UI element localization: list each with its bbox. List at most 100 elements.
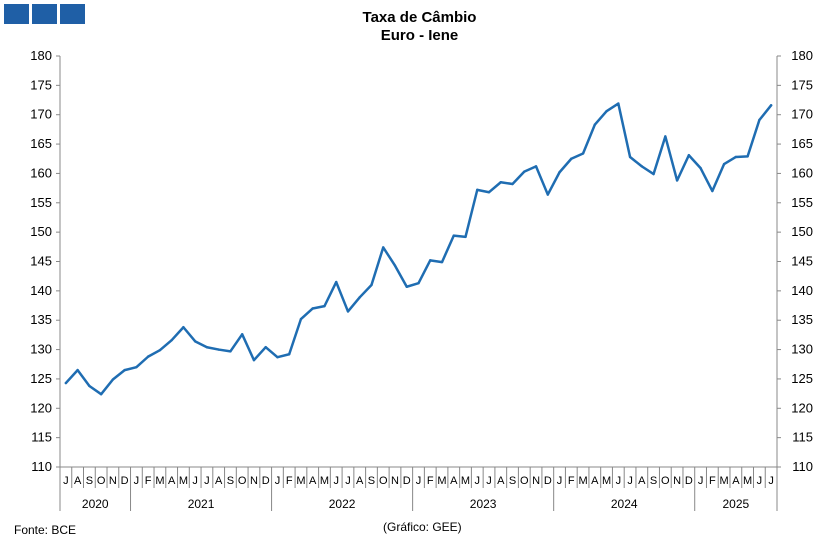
data-point bbox=[76, 368, 79, 372]
data-point bbox=[99, 392, 103, 396]
y-tick-label-left: 165 bbox=[30, 136, 52, 151]
x-month-label: J bbox=[698, 475, 704, 487]
bce-logo-icon bbox=[4, 4, 85, 24]
x-month-label: N bbox=[532, 475, 540, 487]
x-month-label: O bbox=[97, 475, 106, 487]
data-point bbox=[111, 378, 115, 381]
data-point bbox=[88, 384, 91, 388]
y-tick-label-left: 110 bbox=[31, 459, 52, 474]
source-note: Fonte: BCE bbox=[14, 523, 77, 537]
data-point bbox=[252, 358, 256, 362]
y-tick-label-left: 120 bbox=[30, 400, 52, 415]
x-year-label: 2023 bbox=[470, 497, 497, 511]
data-point bbox=[452, 234, 455, 237]
x-month-label: A bbox=[74, 475, 82, 487]
x-year-label: 2025 bbox=[723, 497, 750, 511]
data-point bbox=[193, 340, 197, 343]
x-month-label: J bbox=[557, 475, 563, 487]
x-month-label: A bbox=[356, 475, 364, 487]
data-point bbox=[358, 296, 361, 299]
x-month-label: A bbox=[732, 475, 740, 487]
logo-square bbox=[32, 4, 57, 24]
x-month-label: D bbox=[403, 475, 411, 487]
x-month-label: S bbox=[650, 475, 657, 487]
y-tick-label-right: 160 bbox=[791, 165, 813, 180]
x-month-label: J bbox=[63, 475, 69, 487]
x-month-label: N bbox=[391, 475, 399, 487]
x-month-label: J bbox=[416, 475, 422, 487]
x-month-label: M bbox=[155, 475, 164, 487]
y-tick-label-left: 115 bbox=[31, 430, 52, 445]
y-tick-label-left: 135 bbox=[30, 312, 52, 327]
y-tick-label-right: 170 bbox=[791, 107, 813, 122]
x-month-label: M bbox=[602, 475, 611, 487]
data-point bbox=[675, 179, 679, 182]
data-point bbox=[546, 193, 549, 196]
data-point bbox=[182, 326, 185, 329]
y-tick-label-left: 125 bbox=[30, 371, 52, 386]
x-month-label: A bbox=[215, 475, 223, 487]
data-point bbox=[288, 353, 291, 356]
x-month-label: A bbox=[309, 475, 317, 487]
chart-subtitle: Euro - Iene bbox=[380, 27, 459, 44]
x-month-label: N bbox=[109, 475, 117, 487]
data-point bbox=[652, 172, 655, 176]
x-month-label: J bbox=[275, 475, 281, 487]
y-tick-label-left: 145 bbox=[30, 254, 52, 269]
y-axis-left: 110 115 120 125 130 135 140 145 150 155 160 165 170 1… bbox=[30, 48, 60, 474]
data-point bbox=[229, 350, 232, 353]
x-month-label: J bbox=[333, 475, 339, 487]
plot-area bbox=[64, 102, 773, 396]
x-month-label: J bbox=[345, 475, 351, 487]
series-line bbox=[64, 102, 773, 396]
data-point bbox=[158, 348, 162, 352]
x-month-label: S bbox=[86, 475, 93, 487]
data-point bbox=[405, 285, 408, 288]
x-month-label: J bbox=[486, 475, 492, 487]
x-month-label: N bbox=[673, 475, 681, 487]
data-point bbox=[570, 157, 573, 160]
x-month-label: M bbox=[743, 475, 752, 487]
data-point bbox=[699, 166, 702, 170]
x-month-label: J bbox=[757, 475, 763, 487]
x-month-label: D bbox=[685, 475, 693, 487]
y-tick-label-left: 170 bbox=[30, 107, 52, 122]
x-month-label: F bbox=[145, 475, 152, 487]
data-point bbox=[687, 154, 691, 157]
y-tick-label-right: 130 bbox=[791, 342, 813, 357]
data-point bbox=[734, 155, 738, 159]
x-month-label: J bbox=[192, 475, 198, 487]
x-month-label: O bbox=[379, 475, 388, 487]
x-month-label: D bbox=[544, 475, 552, 487]
data-point bbox=[758, 118, 761, 122]
logo-square bbox=[60, 4, 85, 24]
data-point bbox=[593, 123, 597, 126]
y-tick-label-left: 150 bbox=[30, 224, 52, 239]
data-point bbox=[487, 191, 491, 194]
data-point bbox=[335, 280, 338, 284]
x-month-label: F bbox=[568, 475, 575, 487]
x-month-label: J bbox=[475, 475, 481, 487]
data-point bbox=[170, 338, 173, 342]
y-tick-label-left: 155 bbox=[30, 195, 52, 210]
data-point bbox=[581, 152, 585, 155]
x-year-label: 2024 bbox=[611, 497, 638, 511]
x-month-label: F bbox=[286, 475, 293, 487]
y-tick-label-right: 165 bbox=[791, 136, 813, 151]
data-point bbox=[605, 109, 608, 113]
data-point bbox=[123, 368, 126, 372]
data-point bbox=[464, 235, 467, 239]
x-month-label: M bbox=[578, 475, 587, 487]
x-month-label: J bbox=[616, 475, 622, 487]
data-point bbox=[276, 356, 279, 359]
y-axis-right: 110 115 120 125 130 135 140 145 150 155 160 165 170 1… bbox=[777, 48, 813, 474]
data-point bbox=[640, 165, 644, 168]
x-month-label: O bbox=[661, 475, 670, 487]
data-point bbox=[311, 307, 314, 310]
data-point bbox=[240, 333, 244, 336]
chart-credit: (Gráfico: GEE) bbox=[383, 520, 462, 534]
logo-square bbox=[4, 4, 29, 24]
data-point bbox=[511, 182, 514, 186]
